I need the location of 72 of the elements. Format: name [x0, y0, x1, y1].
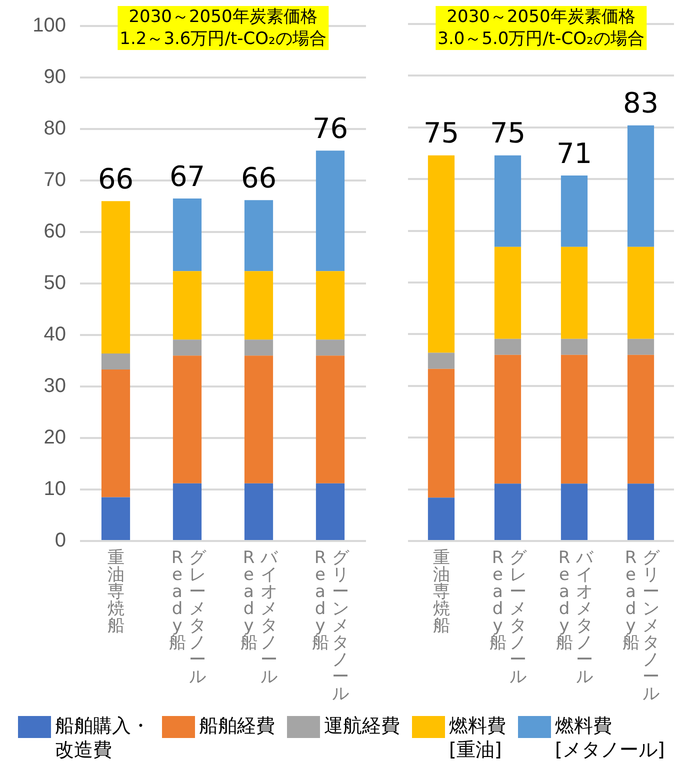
bar [560, 354, 588, 484]
y-tick-label: 90 [44, 66, 66, 88]
category-label: グリーンメタノールReady船 [622, 548, 660, 704]
bar [172, 271, 202, 340]
bar [244, 483, 274, 540]
total-label: 66 [240, 161, 277, 194]
bar [560, 338, 588, 355]
bar [560, 484, 588, 540]
x-tick-label: 重油専焼船 [432, 548, 451, 636]
legend-label: 燃料費[重油] [449, 714, 506, 762]
total-label: 75 [423, 116, 460, 150]
legend-label: 船舶購入・改造費 [55, 714, 150, 762]
bar [172, 483, 202, 540]
bar [316, 340, 345, 356]
bar [172, 198, 202, 272]
bar [428, 155, 455, 353]
category-label: バイオメタノールReady船 [240, 548, 278, 687]
bar [494, 354, 522, 484]
bar [494, 338, 522, 355]
bar [244, 340, 274, 356]
x-tick-label: 重油専焼船 [106, 548, 126, 636]
bar [627, 354, 654, 484]
bar [627, 246, 654, 339]
y-tick-label: 50 [44, 272, 66, 294]
bar [494, 484, 522, 540]
y-tick-label: 40 [44, 324, 66, 346]
bar [428, 368, 455, 498]
bar [494, 246, 522, 339]
bar [172, 340, 202, 356]
total-label: 83 [622, 86, 659, 120]
chart-title: 2030～2050年炭素価格 1.2～3.6万円/t-CO₂の場合 [118, 6, 328, 50]
bar [627, 125, 654, 247]
bar [428, 352, 455, 369]
bar [101, 201, 130, 354]
y-tick-label: 80 [44, 118, 66, 140]
bar [101, 370, 130, 498]
y-tick-label: 0 [54, 530, 66, 552]
chart-title: 2030～2050年炭素価格 3.0～5.0万円/t-CO₂の場合 [436, 6, 646, 50]
bar [627, 484, 654, 540]
bar [316, 271, 345, 340]
legend-label: 燃料費[メタノール] [555, 714, 665, 762]
y-tick-label: 60 [44, 220, 66, 243]
y-tick-label: 100 [32, 14, 66, 37]
bar [316, 483, 345, 540]
category-label: グリーンメタノールReady船 [312, 548, 349, 704]
total-label: 76 [312, 112, 348, 145]
bar [560, 246, 588, 339]
bar [101, 354, 130, 370]
bar [494, 155, 522, 247]
total-label: 67 [169, 160, 206, 193]
y-tick-label: 70 [44, 169, 66, 192]
bar [428, 498, 455, 540]
y-tick-label: 30 [44, 375, 66, 398]
bar [244, 200, 274, 272]
bar [560, 175, 588, 247]
bar [316, 356, 345, 484]
category-label: グレーメタノールReady船 [489, 548, 526, 687]
total-label: 75 [490, 116, 526, 150]
bar [244, 271, 274, 340]
bar [172, 356, 202, 484]
category-label: バイオメタノールReady船 [556, 548, 593, 687]
legend-label: 船舶経費 [199, 714, 275, 738]
y-tick-label: 10 [44, 478, 66, 500]
bar [627, 338, 654, 355]
bar [101, 497, 130, 540]
bar [316, 150, 345, 272]
y-tick-label: 20 [44, 426, 66, 449]
bar [244, 356, 274, 484]
category-label: グレーメタノールReady船 [168, 548, 206, 687]
legend-label: 運航経費 [324, 714, 400, 738]
total-label: 66 [98, 162, 134, 196]
total-label: 71 [556, 136, 592, 170]
